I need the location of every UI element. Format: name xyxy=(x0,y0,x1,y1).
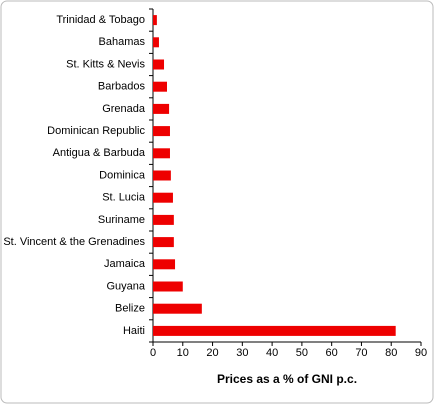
x-tick-label: 50 xyxy=(296,347,308,359)
x-tick-label: 80 xyxy=(385,347,397,359)
x-tick-label: 40 xyxy=(266,347,278,359)
y-tick-label: Antigua & Barbuda xyxy=(53,147,146,159)
bar xyxy=(153,237,174,248)
bar xyxy=(153,81,167,92)
bar xyxy=(153,15,157,26)
x-tick-label: 30 xyxy=(236,347,248,359)
y-tick-label: Belize xyxy=(115,303,145,315)
bar xyxy=(153,103,170,114)
y-tick-label: Suriname xyxy=(98,214,145,226)
bar xyxy=(153,325,396,336)
y-tick-label: Dominican Republic xyxy=(47,125,145,137)
y-tick-label: St. Vincent & the Grenadines xyxy=(3,236,145,248)
bar xyxy=(153,148,170,159)
y-tick-label: Trinidad & Tobago xyxy=(56,14,145,26)
bar xyxy=(153,214,174,225)
bar xyxy=(153,192,173,203)
y-tick-label: St. Lucia xyxy=(102,192,146,204)
y-tick-label: Dominica xyxy=(99,169,146,181)
bar xyxy=(153,303,202,314)
bar xyxy=(153,126,170,137)
x-tick-label: 90 xyxy=(415,347,427,359)
bar xyxy=(153,170,171,181)
y-tick-label: Haiti xyxy=(123,325,145,337)
y-tick-label: Grenada xyxy=(102,103,146,115)
x-tick-label: 0 xyxy=(150,347,156,359)
x-tick-label: 10 xyxy=(177,347,189,359)
bar xyxy=(153,259,176,270)
bar xyxy=(153,59,165,70)
bar xyxy=(153,37,159,48)
y-tick-label: Barbados xyxy=(98,81,146,93)
y-tick-label: St. Kitts & Nevis xyxy=(66,58,145,70)
x-axis-title: Prices as a % of GNI p.c. xyxy=(217,372,357,386)
y-tick-label: Guyana xyxy=(106,280,145,292)
x-tick-label: 70 xyxy=(355,347,367,359)
x-tick-label: 20 xyxy=(206,347,218,359)
x-tick-label: 60 xyxy=(326,347,338,359)
bar xyxy=(153,281,183,292)
y-tick-label: Jamaica xyxy=(104,258,146,270)
y-tick-label: Bahamas xyxy=(99,36,146,48)
